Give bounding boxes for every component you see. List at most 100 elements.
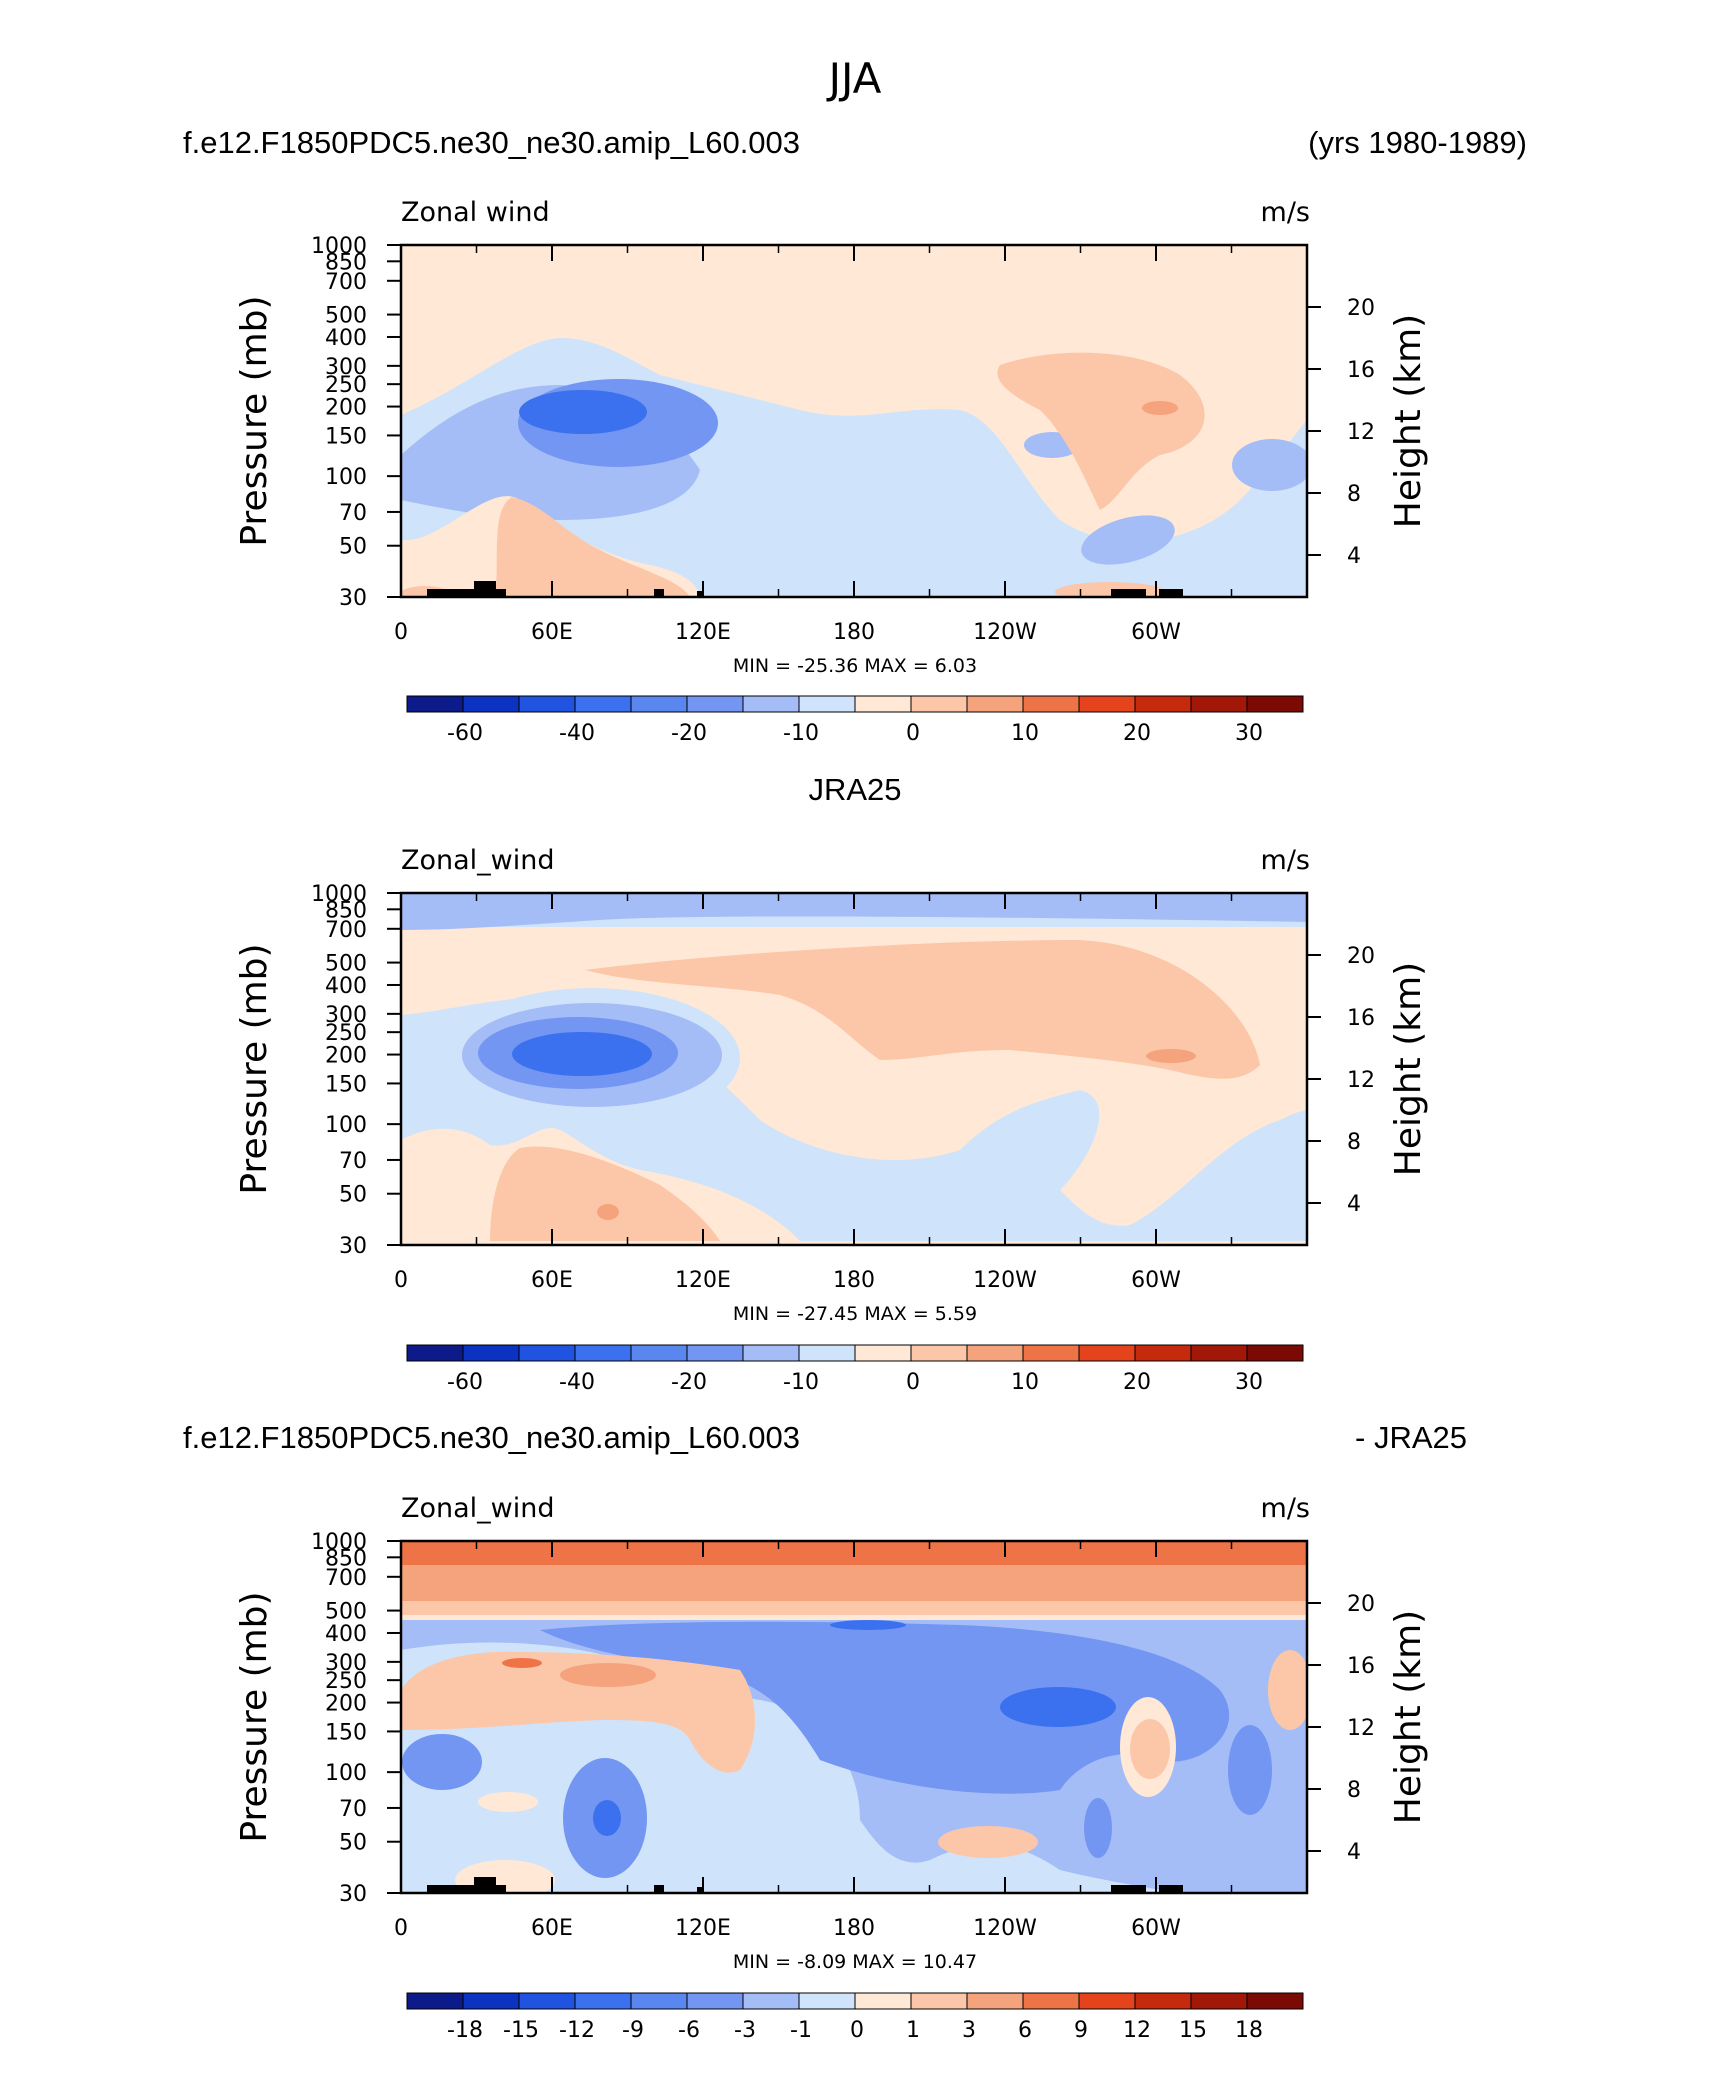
contour-field bbox=[401, 1541, 1307, 1893]
x-tick-label: 60W bbox=[1131, 620, 1181, 645]
y-tick-label: 850 bbox=[325, 250, 367, 275]
colorbar-tick-label: -3 bbox=[734, 2018, 756, 2043]
contour-field bbox=[401, 245, 1307, 597]
colorbar-tick-label: 30 bbox=[1235, 721, 1263, 746]
colorbar-tick-label: -15 bbox=[503, 2018, 539, 2043]
colorbar-swatch bbox=[686, 1992, 744, 2010]
y-right-tick-label: 4 bbox=[1347, 1840, 1361, 1865]
colorbar-swatch bbox=[630, 1344, 688, 1362]
contour-negative-10-top bbox=[401, 893, 1307, 930]
y-tick-label: 100 bbox=[325, 1761, 367, 1786]
contour-negative-9 bbox=[1000, 1687, 1116, 1727]
colorbar-swatch bbox=[1022, 1992, 1080, 2010]
colorbar-tick-label: -40 bbox=[559, 721, 595, 746]
colorbar-tick-label: 3 bbox=[962, 2018, 976, 2043]
min-max-label: MIN = -27.45 MAX = 5.59 bbox=[733, 1303, 977, 1325]
contour-positive-5 bbox=[585, 940, 1260, 1079]
panel-header-right: (yrs 1980-1989) bbox=[1308, 125, 1527, 160]
contour-positive-3-mid bbox=[938, 1826, 1038, 1858]
colorbar-tick-label: -20 bbox=[671, 1370, 707, 1395]
y-right-tick-label: 20 bbox=[1347, 1592, 1375, 1617]
units-label: m/s bbox=[1261, 845, 1310, 876]
y-tick-label: 250 bbox=[325, 1669, 367, 1694]
colorbar-tick-label: 6 bbox=[1018, 2018, 1032, 2043]
colorbar-swatch bbox=[910, 695, 968, 713]
y-tick-label: 300 bbox=[325, 1003, 367, 1028]
panel-header-right: - JRA25 bbox=[1355, 1420, 1467, 1455]
y-tick-label: 30 bbox=[339, 1234, 367, 1259]
min-max-label: MIN = -25.36 MAX = 6.03 bbox=[733, 655, 977, 677]
y-tick-label: 1000 bbox=[311, 234, 367, 259]
y-tick-label: 100 bbox=[325, 1113, 367, 1138]
colorbar-swatch bbox=[518, 695, 576, 713]
colorbar-tick-label: -6 bbox=[678, 2018, 700, 2043]
y-right-tick-label: 8 bbox=[1347, 1130, 1361, 1155]
x-tick-label: 0 bbox=[394, 1916, 408, 1941]
y-tick-label: 200 bbox=[325, 396, 367, 421]
colorbar-swatch bbox=[1078, 1992, 1136, 2010]
colorbar-tick-label: -10 bbox=[783, 721, 819, 746]
colorbar-swatch bbox=[462, 1344, 520, 1362]
panel-header-left: f.e12.F1850PDC5.ne30_ne30.amip_L60.003 bbox=[183, 1420, 800, 1455]
x-tick-label: 60W bbox=[1131, 1916, 1181, 1941]
colorbar-swatch bbox=[574, 695, 632, 713]
y-right-tick-label: 20 bbox=[1347, 296, 1375, 321]
contour-positive-3-edge bbox=[1268, 1650, 1307, 1730]
y-tick-label: 250 bbox=[325, 1021, 367, 1046]
contour-negative-9-top bbox=[830, 1620, 906, 1630]
colorbar-swatch bbox=[966, 1344, 1024, 1362]
colorbar-swatch bbox=[1190, 1992, 1248, 2010]
colorbar-swatch bbox=[574, 1344, 632, 1362]
y-tick-label: 850 bbox=[325, 898, 367, 923]
colorbar-swatch bbox=[854, 1344, 912, 1362]
y-tick-label: 300 bbox=[325, 355, 367, 380]
variable-label: Zonal wind bbox=[401, 197, 550, 228]
colorbar-tick-label: 10 bbox=[1011, 1370, 1039, 1395]
x-axis: 0 60E 120E 180 120W 60W bbox=[394, 1541, 1308, 1941]
y-tick-label: 100 bbox=[325, 465, 367, 490]
colorbar-tick-label: -18 bbox=[447, 2018, 483, 2043]
contour-positive-max bbox=[1146, 1049, 1196, 1063]
colorbar-tick-label: 9 bbox=[1074, 2018, 1088, 2043]
colorbar-swatch bbox=[1078, 695, 1136, 713]
contour-negative-6-east-low bbox=[1084, 1798, 1112, 1858]
colorbar-swatch bbox=[742, 1992, 800, 2010]
colorbar-swatch bbox=[742, 1344, 800, 1362]
x-axis: 0 60E 120E 180 120W 60W bbox=[394, 245, 1308, 645]
contour-positive-5-low bbox=[490, 1146, 720, 1241]
contour-positive-9 bbox=[502, 1658, 542, 1668]
y-tick-label: 500 bbox=[325, 952, 367, 977]
y-tick-label: 200 bbox=[325, 1692, 367, 1717]
colorbar-swatch bbox=[1190, 1344, 1248, 1362]
colorbar-tick-label: -9 bbox=[622, 2018, 644, 2043]
x-tick-label: 60W bbox=[1131, 1268, 1181, 1293]
colorbar-swatch bbox=[1134, 1992, 1192, 2010]
contour-negative-9-low bbox=[593, 1800, 621, 1836]
colorbar-tick-label: -10 bbox=[783, 1370, 819, 1395]
y-axis-title: Pressure (mb) bbox=[234, 943, 275, 1194]
colorbar-tick-label: -60 bbox=[447, 721, 483, 746]
variable-label: Zonal_wind bbox=[401, 845, 555, 876]
jet-core-min bbox=[519, 390, 647, 434]
colorbar-tick-label: 10 bbox=[1011, 721, 1039, 746]
colorbar-swatch bbox=[574, 1992, 632, 2010]
contour-negative-6-east bbox=[1228, 1725, 1272, 1815]
y-right-axis: 20 16 12 8 4 Height (km) bbox=[1307, 944, 1429, 1217]
panel-model: f.e12.F1850PDC5.ne30_ne30.amip_L60.003 (y… bbox=[183, 125, 1527, 746]
colorbar-tick-label: -60 bbox=[447, 1370, 483, 1395]
y-tick-label: 70 bbox=[339, 1149, 367, 1174]
y-tick-label: 150 bbox=[325, 1072, 367, 1097]
y-tick-label: 50 bbox=[339, 535, 367, 560]
x-tick-label: 120W bbox=[973, 1268, 1037, 1293]
y-tick-label: 500 bbox=[325, 304, 367, 329]
y-right-tick-label: 16 bbox=[1347, 358, 1375, 383]
contour-positive-max bbox=[1142, 401, 1178, 415]
contour-negative-6 bbox=[540, 1621, 1230, 1794]
colorbar-swatch bbox=[1022, 695, 1080, 713]
page-title: JJA bbox=[826, 54, 882, 103]
x-tick-label: 60E bbox=[531, 620, 573, 645]
y-tick-label: 30 bbox=[339, 586, 367, 611]
y-tick-label: 400 bbox=[325, 326, 367, 351]
contour-positive-3 bbox=[401, 1651, 755, 1773]
